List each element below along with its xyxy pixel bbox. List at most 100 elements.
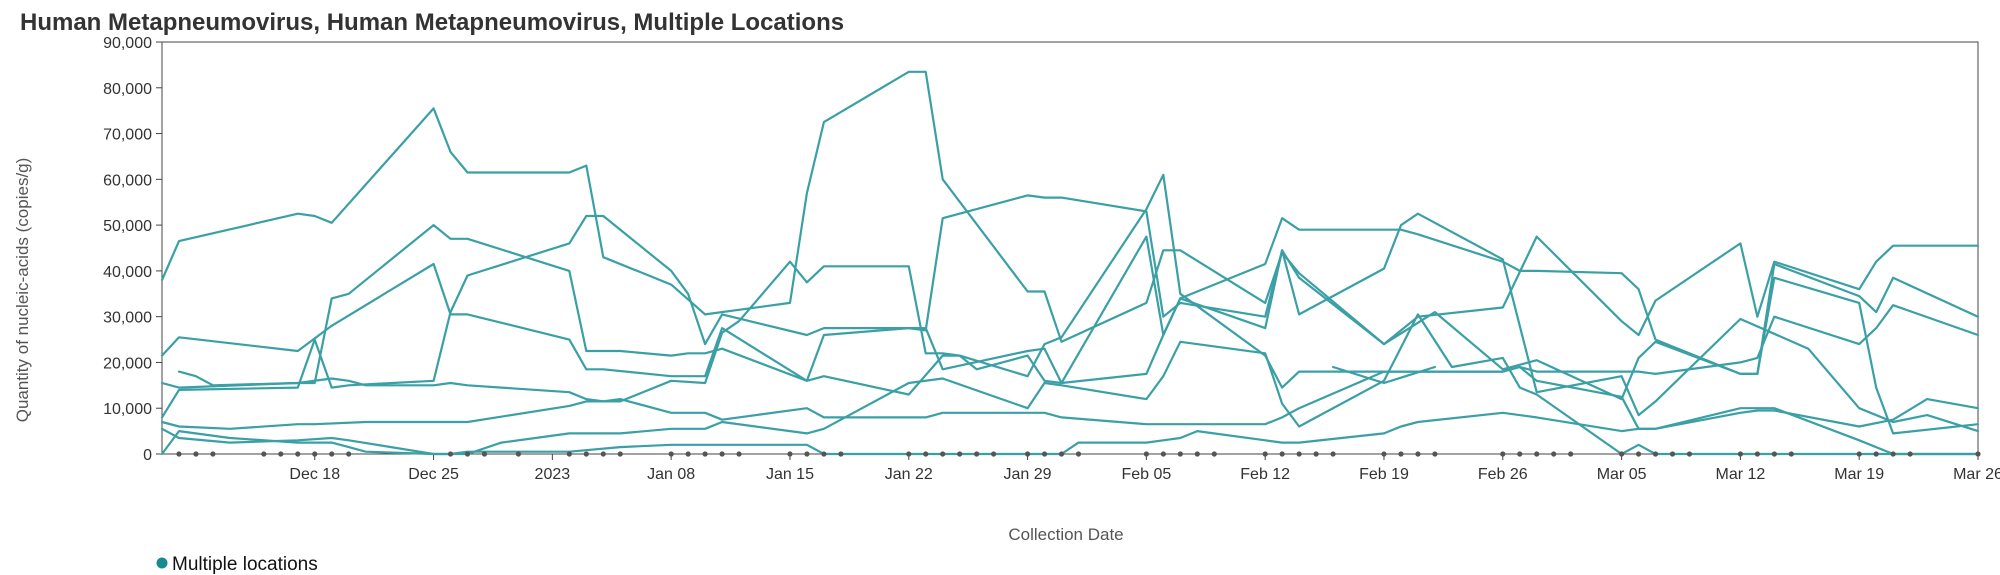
zero-marker (1618, 451, 1625, 457)
x-tick-label: Jan 29 (1004, 466, 1052, 483)
zero-marker (1652, 451, 1659, 457)
x-tick-label: Dec 18 (289, 466, 340, 483)
zero-marker (1771, 451, 1777, 457)
zero-marker (447, 451, 454, 457)
zero-marker (1313, 451, 1319, 457)
zero-marker (1075, 451, 1082, 457)
x-tick-label: Jan 22 (885, 466, 933, 483)
series-line (160, 194, 1980, 419)
y-axis: 0 10,000 20,000 30,000 40,000 50,000 60,000 70,… (103, 35, 162, 464)
zero-marker (719, 451, 725, 457)
zero-marker (1177, 451, 1183, 457)
x-tick-label: Mar 12 (1715, 466, 1765, 483)
x-tick-label: Feb 05 (1121, 466, 1171, 483)
zero-marker (193, 451, 199, 457)
zero-marker (685, 451, 691, 457)
zero-marker (974, 451, 980, 457)
zero-marker (210, 451, 216, 457)
zero-marker (1262, 451, 1268, 457)
y-tick-label: 0 (143, 447, 152, 464)
legend[interactable]: Multiple locations (156, 554, 318, 575)
zero-marker (566, 451, 572, 457)
y-tick-label: 20,000 (103, 355, 152, 372)
zero-marker (1737, 451, 1743, 457)
zero-marker (1788, 451, 1794, 457)
zero-marker (464, 451, 471, 457)
plot-area-border (161, 41, 1979, 455)
zero-marker (1041, 451, 1048, 457)
y-axis-title: Quantity of nucleic-acids (copies/g) (13, 158, 32, 423)
zero-marker (346, 451, 352, 457)
zero-marker (1194, 451, 1200, 457)
zero-marker (787, 451, 793, 457)
x-tick-label: Jan 08 (647, 466, 695, 483)
zero-marker (1873, 451, 1879, 457)
zero-marker (1211, 451, 1217, 457)
x-tick-label: Feb 19 (1359, 466, 1409, 483)
zero-marker (1754, 451, 1760, 457)
zero-marker (821, 451, 827, 457)
zero-marker (1279, 451, 1285, 457)
x-axis: Dec 18 Dec 25 2023 Jan 08 Jan 15 Jan 22 Jan 29… (289, 454, 2000, 483)
series-line (160, 407, 1980, 456)
y-tick-label: 60,000 (103, 172, 152, 189)
zero-marker-layer (176, 451, 1981, 457)
zero-marker (1907, 451, 1913, 457)
zero-marker (617, 451, 623, 457)
legend-marker (156, 557, 168, 569)
zero-marker (1534, 451, 1540, 457)
x-tick-label: Feb 12 (1240, 466, 1290, 483)
zero-marker (923, 451, 929, 457)
series-line (160, 173, 1980, 430)
zero-marker (1330, 451, 1336, 457)
legend-label[interactable]: Multiple locations (172, 554, 318, 575)
x-axis-title: Collection Date (1008, 525, 1123, 544)
zero-marker (1517, 451, 1523, 457)
zero-marker (1296, 451, 1302, 457)
zero-marker (515, 451, 522, 457)
zero-marker (804, 451, 810, 457)
zero-marker (1024, 451, 1031, 457)
y-tick-label: 90,000 (103, 35, 152, 52)
y-tick-label: 70,000 (103, 127, 152, 144)
x-tick-label: Mar 26 (1953, 466, 2000, 483)
zero-marker (1160, 451, 1166, 457)
zero-marker (1856, 451, 1862, 457)
x-tick-label: Jan 15 (766, 466, 814, 483)
zero-marker (176, 451, 182, 457)
series-line (160, 212, 1980, 433)
zero-marker (329, 451, 335, 457)
x-tick-label: 2023 (535, 466, 571, 483)
series-line (160, 70, 1980, 401)
zero-marker (940, 451, 946, 457)
series-line (177, 217, 1980, 435)
zero-marker (1551, 451, 1557, 457)
zero-marker (1143, 451, 1149, 457)
zero-marker (1669, 451, 1676, 457)
y-tick-label: 30,000 (103, 310, 152, 327)
x-tick-label: Mar 05 (1597, 466, 1647, 483)
series-layer (160, 70, 1980, 456)
y-tick-label: 10,000 (103, 401, 152, 418)
zero-marker (1415, 451, 1421, 457)
zero-marker (1568, 451, 1574, 457)
zero-marker (1398, 451, 1404, 457)
zero-marker (991, 451, 997, 457)
x-tick-label: Dec 25 (408, 466, 459, 483)
zero-marker (481, 451, 488, 457)
zero-marker (1058, 451, 1065, 457)
zero-marker (702, 451, 708, 457)
zero-marker (736, 451, 742, 457)
zero-marker (957, 451, 963, 457)
zero-marker (1635, 451, 1642, 457)
zero-marker (278, 451, 284, 457)
zero-marker (1381, 451, 1387, 457)
zero-marker (668, 451, 674, 457)
zero-marker (1500, 451, 1506, 457)
plot-frame (161, 41, 1979, 455)
zero-marker (1686, 451, 1693, 457)
zero-marker (1890, 451, 1896, 457)
chart-title: Human Metapneumovirus, Human Metapneumov… (20, 9, 845, 36)
